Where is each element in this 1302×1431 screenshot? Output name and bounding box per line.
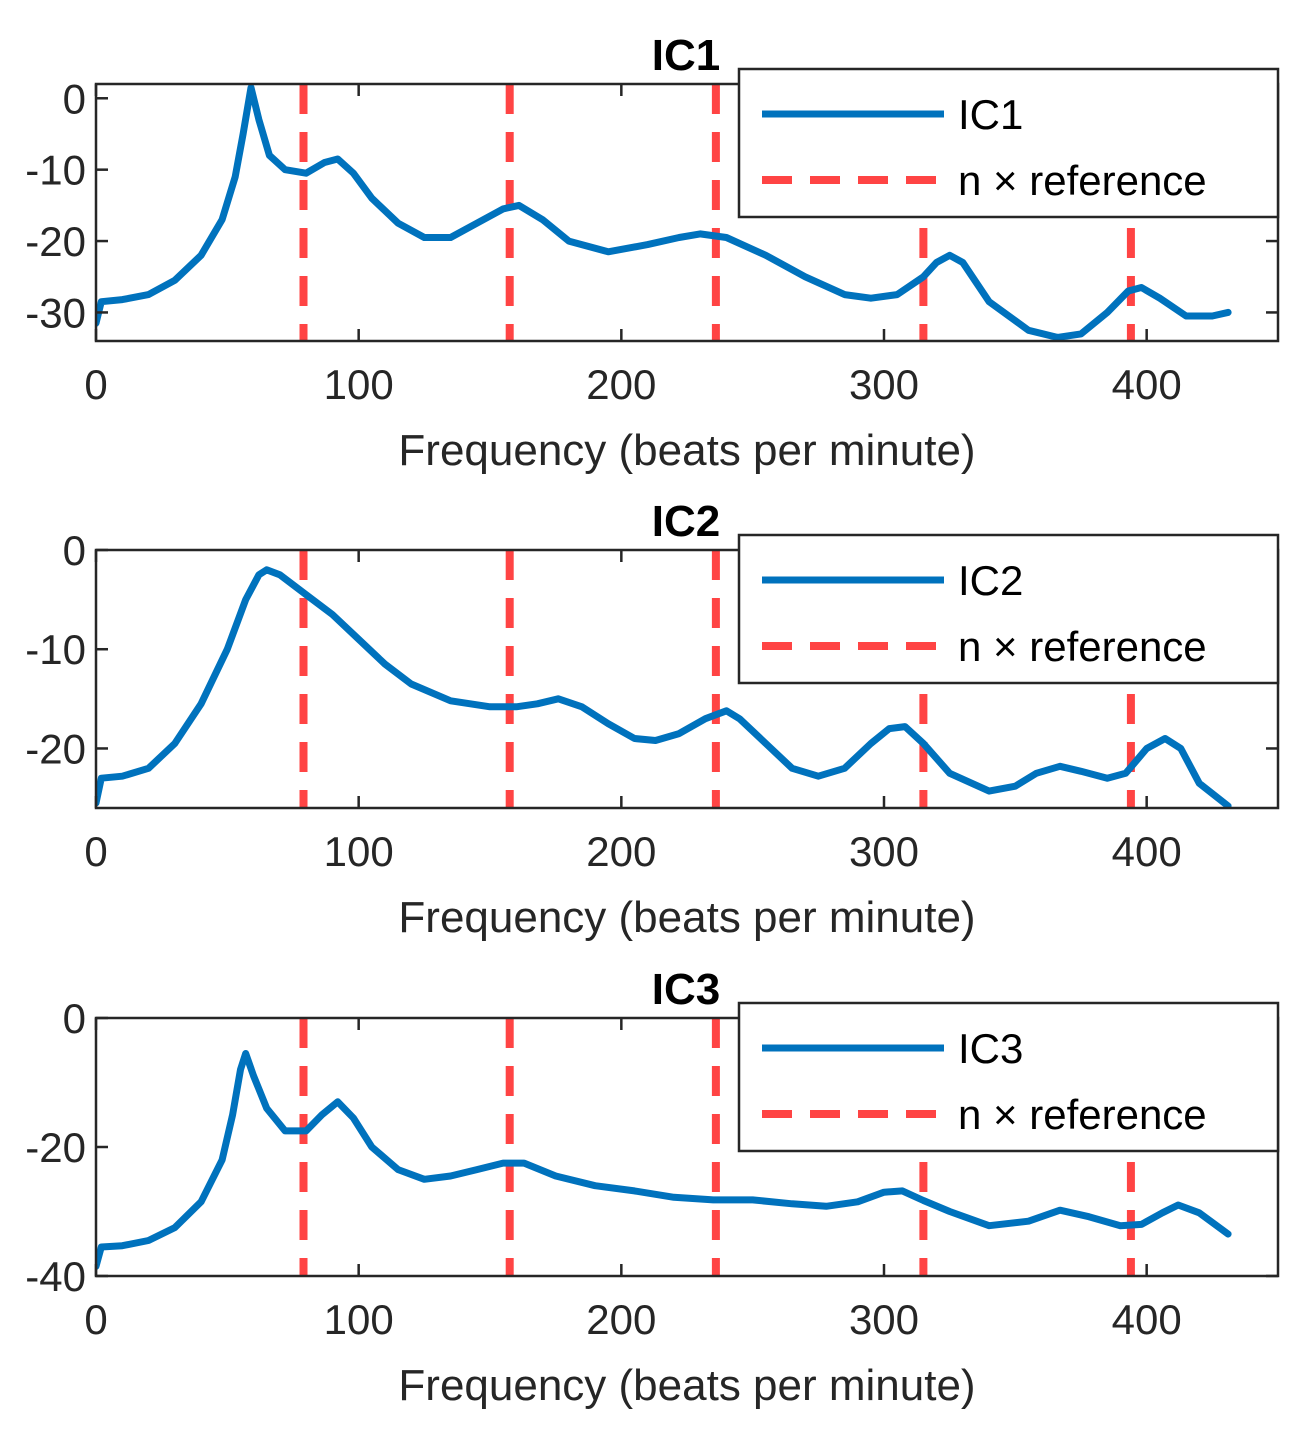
series-line-ic1 [96,84,1232,341]
legend-label-series: IC2 [958,557,1023,604]
x-tick-label: 400 [1112,1296,1182,1343]
x-tick-label: 300 [849,1296,919,1343]
x-tick-label: 100 [324,361,394,408]
y-tick-label: -30 [25,289,86,336]
series-line-ic2 [96,566,1232,808]
y-tick-label: -10 [25,147,86,194]
x-tick-label: 0 [84,828,107,875]
legend: IC3 n × reference [737,1001,1280,1153]
legend-label-reference: n × reference [958,1091,1207,1138]
legend-label-reference: n × reference [958,623,1207,670]
x-tick-label: 0 [84,1296,107,1343]
x-tick-label: 300 [849,361,919,408]
y-tick-label: 0 [63,75,86,122]
legend-label-reference: n × reference [958,157,1207,204]
x-tick-label: 400 [1112,828,1182,875]
panel-1: 0 100 200 300 400 0 -10 -20 -30 IC1 Frequency (bea… [25,31,1280,475]
legend: IC1 n × reference [737,67,1280,219]
y-tick-label: 0 [63,995,86,1042]
x-axis-label: Frequency (beats per minute) [398,426,975,475]
y-tick-label: -20 [25,218,86,265]
chart-title: IC3 [652,965,720,1014]
x-axis-label: Frequency (beats per minute) [398,1361,975,1410]
y-tick-label: -40 [25,1253,86,1300]
y-tick-label: -20 [25,1124,86,1171]
chart-title: IC2 [652,497,720,546]
x-tick-label: 300 [849,828,919,875]
y-tick-label: -10 [25,626,86,673]
legend-box [737,533,1280,685]
reference-lines [299,1018,1135,1276]
legend-label-series: IC3 [958,1025,1023,1072]
panel-3: 0 100 200 300 400 0 -20 -40 IC3 Frequency (beats … [25,965,1280,1410]
x-tick-label: 200 [586,361,656,408]
legend-label-series: IC1 [958,91,1023,138]
x-axis-label: Frequency (beats per minute) [398,893,975,942]
x-tick-label: 200 [586,1296,656,1343]
x-tick-label: 0 [84,361,107,408]
y-tick-label: -20 [25,725,86,772]
legend: IC2 n × reference [737,533,1280,685]
x-tick-label: 100 [324,828,394,875]
x-tick-label: 400 [1112,361,1182,408]
reference-lines [299,84,1135,341]
x-tick-label: 200 [586,828,656,875]
chart-title: IC1 [652,31,720,80]
legend-box [737,1001,1280,1153]
series-line-ic3 [96,1050,1232,1270]
x-tick-label: 100 [324,1296,394,1343]
y-tick-label: 0 [63,527,86,574]
panel-2: 0 100 200 300 400 0 -10 -20 IC2 Frequency (beats … [25,497,1280,942]
legend-box [737,67,1280,219]
